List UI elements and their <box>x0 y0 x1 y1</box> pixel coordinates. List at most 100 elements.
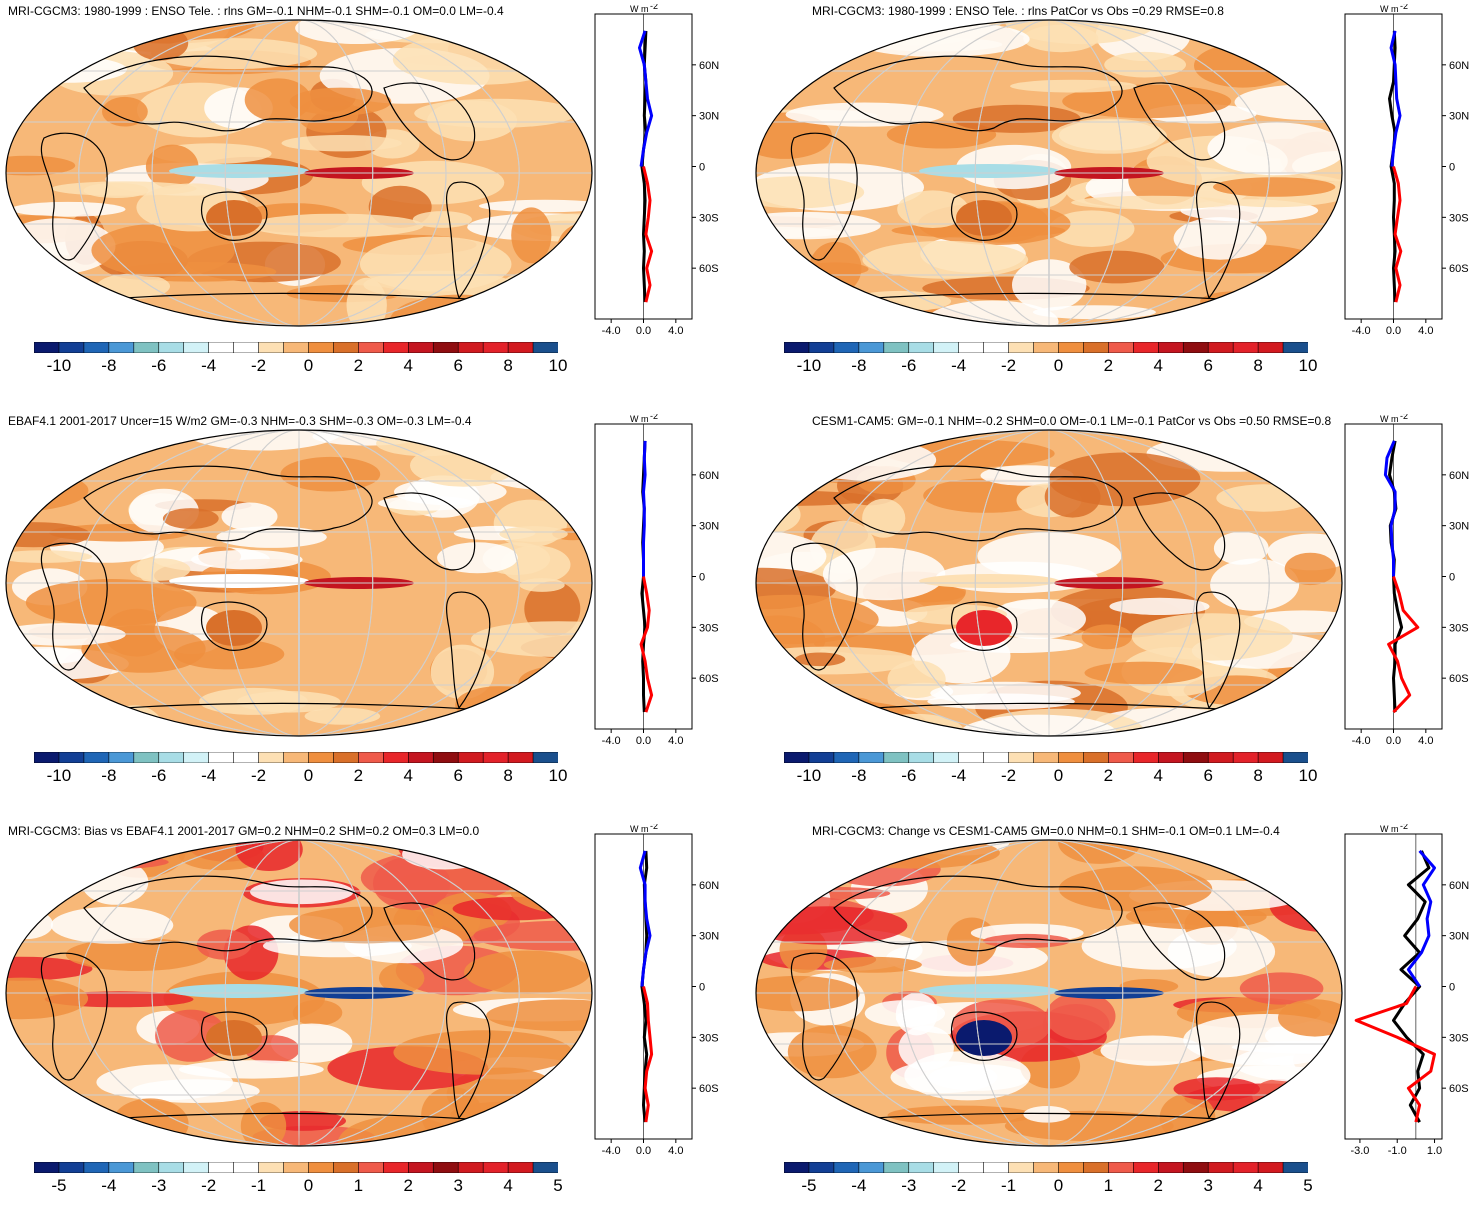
field-patch <box>427 100 518 142</box>
colorbar-swatch <box>933 1161 960 1174</box>
field-patch <box>464 950 591 994</box>
field-patch <box>131 1079 260 1103</box>
colorbar-tick-label: 0 <box>303 356 314 375</box>
map-border <box>755 429 1343 737</box>
lat-tick-label: 30S <box>699 1032 719 1044</box>
lat-tick-label: 30N <box>699 111 719 123</box>
field-patch <box>6 840 67 875</box>
colorbar-tick-label: -10 <box>796 766 822 785</box>
colorbar-swatch <box>183 751 210 764</box>
x-tick-label: -1.0 <box>1388 1145 1407 1154</box>
colorbar-swatch <box>407 1161 435 1174</box>
lat-tick-label: 30S <box>1449 212 1469 224</box>
colorbar <box>33 750 559 768</box>
field-patch <box>500 545 571 584</box>
colorbar-tick-label: 4 <box>1153 766 1164 785</box>
field-patch <box>221 502 278 531</box>
colorbar-tick-label: 3 <box>1203 1176 1213 1195</box>
colorbar-swatch <box>1182 341 1209 354</box>
colorbar-swatch <box>507 341 534 354</box>
lat-tick-label: 0 <box>699 162 705 174</box>
colorbar-swatch <box>983 1161 1010 1174</box>
colorbar-swatch <box>283 1161 310 1174</box>
field-patch <box>1293 46 1335 60</box>
colorbar-swatch <box>1008 1161 1035 1174</box>
panel-p1: MRI-CGCM3: 1980-1999 : ENSO Tele. : rlns… <box>0 0 740 400</box>
field-patch <box>346 277 387 326</box>
colorbar-swatch <box>507 1161 534 1174</box>
colorbar-swatch <box>908 341 935 354</box>
field-patch <box>1051 118 1167 154</box>
colorbar-tick-label: 2 <box>353 356 364 375</box>
field-patch <box>478 199 592 213</box>
colorbar-tick-label: 10 <box>1298 766 1318 785</box>
profile-series-1 <box>638 30 654 167</box>
colorbar-swatch <box>258 751 285 764</box>
colorbar-swatch <box>933 751 960 764</box>
field-patch <box>756 1125 899 1143</box>
regional-feature <box>206 200 262 236</box>
coastline <box>83 55 373 132</box>
colorbar-tick-label: 4 <box>1153 356 1164 375</box>
field-patch <box>519 578 565 592</box>
regional-feature <box>956 1020 1012 1056</box>
field-patch <box>1220 705 1326 736</box>
panel-title: MRI-CGCM3: Change vs CESM1-CAM5 GM=0.0 N… <box>812 824 1280 838</box>
coastline <box>83 875 373 952</box>
x-tick-label: -4.0 <box>602 325 621 334</box>
colorbar-swatch <box>358 341 385 354</box>
graticule-line <box>298 840 300 1146</box>
field-patch <box>470 621 592 658</box>
coastline <box>790 952 858 1081</box>
colorbar-swatch <box>283 341 310 354</box>
map-border <box>5 19 593 327</box>
colorbar-tick-label: 10 <box>548 356 568 375</box>
colorbar-swatch <box>83 341 110 354</box>
profile-series-2 <box>1387 576 1420 714</box>
colorbar-swatch <box>457 1161 484 1174</box>
coastline <box>833 875 1123 952</box>
lat-tick-label: 30N <box>1449 521 1469 533</box>
colorbar-tick-label: -1 <box>1001 1176 1017 1195</box>
field-patch <box>528 716 592 736</box>
colorbar <box>783 340 1309 358</box>
colorbar-swatch <box>358 1161 385 1174</box>
field-patch <box>6 522 91 548</box>
panel-p6: MRI-CGCM3: Change vs CESM1-CAM5 GM=0.0 N… <box>750 820 1483 1220</box>
field-patch <box>25 579 197 626</box>
field-patch <box>130 558 191 581</box>
colorbar-swatch <box>383 341 410 354</box>
lat-tick-label: 30N <box>699 931 719 943</box>
field-patch <box>216 526 327 548</box>
x-tick-label: 0.0 <box>636 325 651 334</box>
colorbar-swatch <box>1157 341 1185 354</box>
colorbar-swatch <box>1207 341 1234 354</box>
colorbar-swatch <box>383 751 410 764</box>
field-patch <box>179 1060 324 1079</box>
graticule-line <box>974 430 1124 736</box>
colorbar-tick-label: 0 <box>1053 1176 1064 1195</box>
zonal-profile: W m -2 60N 30N 0 30S 60S -4.0 0.0 4.0 <box>590 821 740 1159</box>
colorbar-swatch <box>1257 751 1284 764</box>
field-patch <box>151 38 318 70</box>
colorbar-swatch <box>1182 751 1209 764</box>
x-tick-label: 4.0 <box>668 1145 683 1154</box>
field-patch <box>989 598 1086 640</box>
coastline <box>1133 492 1226 571</box>
graticule-line <box>1048 20 1050 326</box>
colorbar-labels: -10 -8 -6 -4 -2 0 2 4 6 8 10 <box>34 766 568 788</box>
field-patch <box>775 720 840 736</box>
profile-series-1 <box>1389 30 1402 167</box>
colorbar <box>783 1160 1309 1178</box>
lat-tick-label: 30N <box>1449 111 1469 123</box>
colorbar-swatch <box>958 341 985 354</box>
field-patch <box>1062 84 1232 119</box>
field-patch <box>1032 305 1156 320</box>
map-plot <box>754 838 1344 1153</box>
field-patch <box>1173 217 1267 260</box>
colorbar-tick-label: -3 <box>901 1176 917 1195</box>
profile-series-2 <box>642 166 654 303</box>
colorbar <box>33 340 559 358</box>
colorbar-swatch <box>908 751 935 764</box>
field-patch <box>852 1126 910 1146</box>
